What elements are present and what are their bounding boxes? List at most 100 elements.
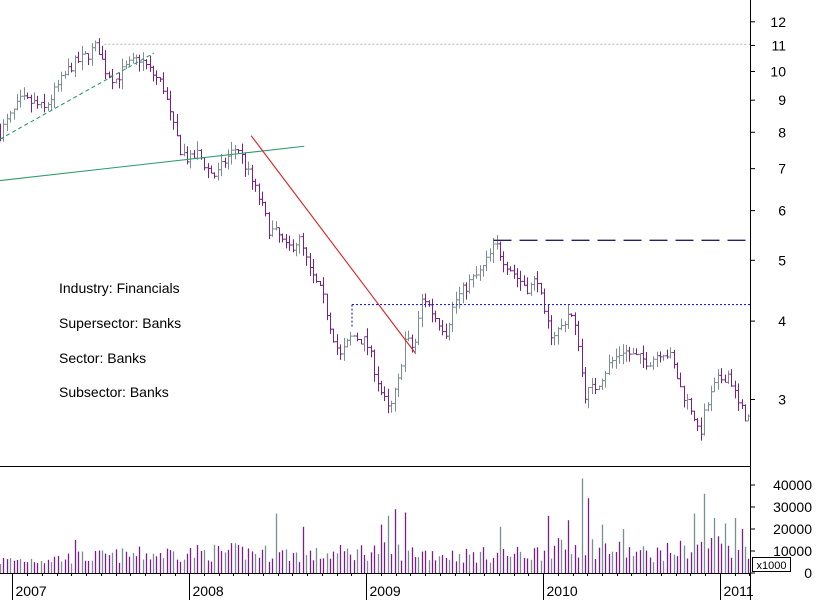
price-tick-label: 4: [778, 313, 786, 329]
price-tick-label: 9: [778, 92, 786, 108]
trendlines: [0, 43, 750, 354]
price-bar: [8, 110, 13, 123]
price-bar: [382, 386, 387, 402]
price-bar: [583, 367, 588, 404]
price-bar: [175, 113, 180, 137]
volume-tick-label: 0: [804, 565, 812, 581]
price-bar: [682, 385, 687, 408]
trendline-1: [0, 145, 305, 182]
price-bar: [627, 346, 632, 362]
price-bar: [586, 387, 591, 409]
price-bar: [746, 414, 751, 422]
price-bar: [328, 312, 333, 334]
price-tick-label: 5: [778, 252, 786, 268]
price-bar: [699, 417, 704, 441]
price-bar: [423, 293, 428, 308]
price-tick-label: 11: [771, 38, 786, 54]
price-bar: [216, 162, 221, 181]
price-bar: [736, 383, 741, 411]
price-bar: [566, 305, 571, 329]
price-bar: [478, 265, 483, 281]
price-bar: [610, 356, 615, 369]
price-bar: [331, 328, 336, 343]
price-bar: [97, 38, 102, 56]
price-bar: [607, 354, 612, 376]
price-bar: [644, 351, 649, 370]
price-bar: [668, 347, 673, 359]
price-bar: [274, 221, 279, 231]
price-bar: [22, 87, 27, 100]
price-bar: [257, 183, 262, 205]
price-bar: [52, 82, 57, 109]
price-bar: [515, 268, 520, 288]
price-tick-label: 10: [770, 63, 786, 79]
price-bar: [685, 393, 690, 410]
price-bar: [229, 141, 234, 165]
volume-tick-label: 30000: [773, 499, 812, 515]
price-tick-label: 8: [778, 124, 786, 140]
price-bar: [151, 65, 156, 82]
price-bar: [260, 191, 265, 206]
price-bar: [430, 298, 435, 323]
price-bar: [501, 251, 506, 273]
price-bar: [467, 274, 472, 294]
price-bar: [457, 286, 462, 309]
price-bar: [719, 368, 724, 384]
trendline-2: [250, 135, 417, 354]
price-bar: [372, 349, 377, 382]
price-bar: [144, 59, 149, 70]
price-bar: [447, 322, 452, 341]
annotation-supersector: Supersector: Banks: [59, 315, 182, 331]
price-bar: [484, 250, 489, 272]
price-bar: [5, 113, 10, 131]
price-bar: [474, 266, 479, 279]
price-bar: [617, 346, 622, 364]
price-bar: [56, 79, 61, 92]
price-bar: [253, 178, 258, 192]
price-bar: [219, 153, 224, 177]
svg-text:x1000: x1000: [757, 560, 787, 572]
price-bar: [569, 313, 574, 318]
price-bar: [80, 45, 85, 71]
price-bar: [440, 320, 445, 336]
price-tick-label: 7: [778, 161, 786, 177]
price-bar: [580, 338, 585, 378]
price-bar: [165, 87, 170, 101]
price-bar: [308, 252, 313, 276]
price-bar: [552, 331, 557, 346]
price-bar: [505, 261, 510, 275]
annotation-industry: Industry: Financials: [59, 280, 180, 296]
price-bar: [376, 366, 381, 392]
price-bar: [117, 72, 122, 89]
price-bar: [549, 315, 554, 346]
price-bar: [525, 277, 530, 295]
price-bar: [726, 370, 731, 384]
price-bar: [546, 304, 551, 329]
price-bars: [0, 38, 751, 441]
volume-tick-label: 20000: [773, 521, 812, 537]
price-bar: [716, 369, 721, 390]
price-bar: [532, 275, 537, 291]
price-bar: [695, 418, 700, 432]
price-tick-label: 12: [770, 14, 786, 30]
price-bar: [127, 56, 132, 67]
price-bar: [311, 258, 316, 284]
price-bar: [661, 354, 666, 361]
price-bar: [512, 264, 517, 279]
volume-tick-label: 10000: [773, 543, 812, 559]
price-bar: [723, 374, 728, 383]
price-bar: [18, 89, 23, 108]
price-bar: [542, 288, 547, 314]
price-bar: [563, 321, 568, 333]
price-bar: [709, 385, 714, 412]
price-bar: [270, 220, 275, 237]
price-bar: [297, 234, 302, 254]
price-bar: [522, 275, 527, 286]
price-bar: [287, 235, 292, 251]
price-bar: [634, 348, 639, 356]
price-bar: [233, 145, 238, 160]
price-bar: [141, 52, 146, 71]
volume-tick-label: 40000: [773, 477, 812, 493]
volume-bars: [0, 478, 750, 573]
